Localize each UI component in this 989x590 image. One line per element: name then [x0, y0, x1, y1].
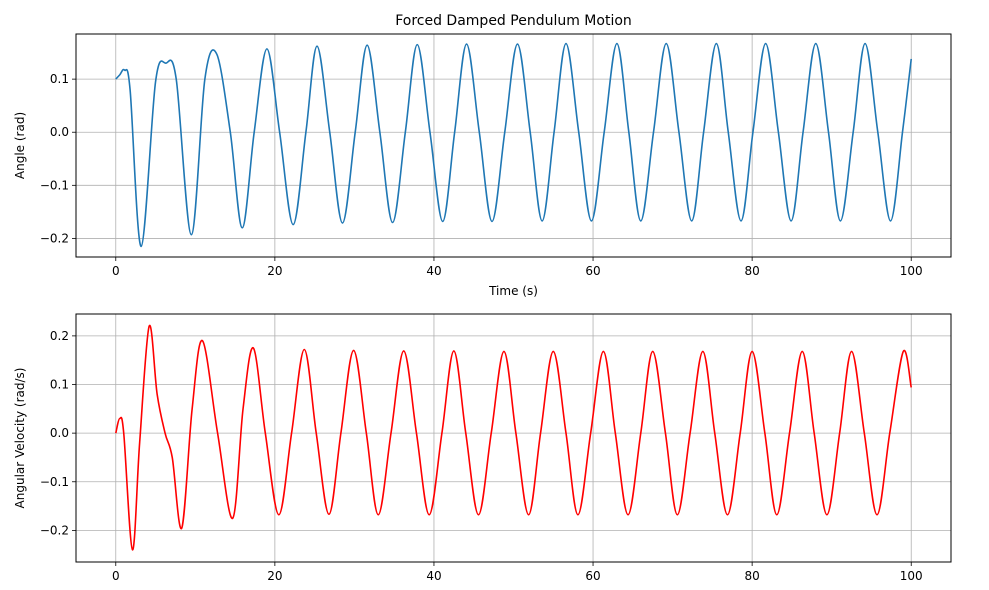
- velocity-y-tick-label: −0.1: [40, 475, 69, 489]
- velocity-y-tick-label: −0.2: [40, 523, 69, 537]
- angle-y-ticks: −0.2 −0.1 0.0 0.1: [40, 72, 76, 245]
- velocity-x-tick-label: 100: [900, 569, 923, 583]
- velocity-y-tick-label: 0.2: [50, 329, 69, 343]
- velocity-x-tick-label: 20: [267, 569, 282, 583]
- angle-x-tick-label: 0: [112, 264, 120, 278]
- velocity-x-tick-label: 0: [112, 569, 120, 583]
- angle-series: [115, 42, 913, 248]
- velocity-x-tick-label: 80: [744, 569, 759, 583]
- angle-y-tick-label: −0.1: [40, 178, 69, 192]
- angle-y-axis-label: Angle (rad): [13, 112, 27, 179]
- velocity-y-tick-label: 0.1: [50, 378, 69, 392]
- velocity-series: [114, 324, 913, 551]
- velocity-series-line: [114, 324, 913, 551]
- velocity-x-ticks: 0 20 40 60 80 100: [112, 562, 923, 583]
- angle-subplot: Forced Damped Pendulum Motion 0 20 40 60 80 1…: [13, 13, 952, 298]
- velocity-axes-frame: [75, 313, 952, 563]
- velocity-x-tick-label: 60: [585, 569, 600, 583]
- angle-y-tick-label: 0.0: [50, 125, 69, 139]
- angle-plot-title: Forced Damped Pendulum Motion: [395, 13, 632, 29]
- angle-x-tick-label: 40: [426, 264, 441, 278]
- velocity-y-axis-label: Angular Velocity (rad/s): [13, 368, 27, 509]
- velocity-x-tick-label: 40: [426, 569, 441, 583]
- angle-x-tick-label: 20: [267, 264, 282, 278]
- angle-series-line: [115, 42, 913, 248]
- angle-y-tick-label: 0.1: [50, 72, 69, 86]
- velocity-y-tick-label: 0.0: [50, 426, 69, 440]
- angle-x-tick-label: 80: [744, 264, 759, 278]
- angle-x-axis-label: Time (s): [488, 284, 538, 298]
- velocity-grid: [76, 314, 951, 562]
- angle-x-tick-label: 100: [900, 264, 923, 278]
- angle-y-tick-label: −0.2: [40, 231, 69, 245]
- angle-x-ticks: 0 20 40 60 80 100: [112, 257, 923, 278]
- angle-x-tick-label: 60: [585, 264, 600, 278]
- angle-axes-frame: [75, 33, 952, 258]
- velocity-y-ticks: −0.2 −0.1 0.0 0.1 0.2: [40, 329, 76, 537]
